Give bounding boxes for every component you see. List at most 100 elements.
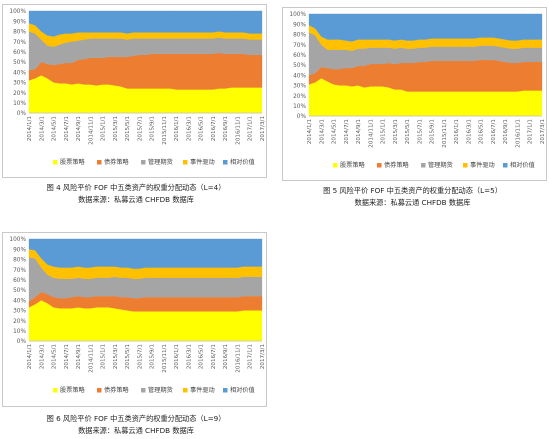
legend-label-5: 相对价值 — [230, 386, 255, 394]
chart-source-l9: 数据来源：私募云通 CHFDB 数据库 — [78, 426, 194, 435]
y-tick-label: 10% — [13, 101, 26, 107]
x-tick-label: 2014/7/1 — [64, 116, 70, 142]
y-tick-label: 90% — [13, 19, 26, 25]
x-tick-label: 2014/11/1 — [368, 119, 374, 148]
y-tick-label: 10% — [13, 329, 26, 335]
legend-label-4: 事件驱动 — [190, 158, 215, 166]
y-tick-label: 60% — [13, 50, 26, 56]
figure-l4: 0% 10% 20% 30% 40% 50% 60% 70% 80% 90% 100% 2014/1/… — [0, 0, 272, 214]
x-tick-label: 2015/7/1 — [417, 119, 423, 145]
x-tick-label: 2015/11/1 — [162, 116, 168, 145]
y-tick-label: 40% — [13, 70, 26, 76]
y-tick-label: 20% — [13, 91, 26, 97]
legend-label-1: 股票策略 — [60, 158, 86, 166]
y-tick-label: 40% — [293, 73, 306, 79]
y-tick-label: 70% — [13, 268, 26, 274]
x-tick-label: 2016/3/1 — [186, 116, 192, 142]
x-tick-label: 2015/1/1 — [381, 119, 387, 145]
x-tick-label: 2014/7/1 — [64, 344, 70, 370]
y-tick-label: 90% — [13, 247, 26, 253]
x-tick-label: 2015/9/1 — [150, 116, 156, 142]
x-tick-label: 2016/3/1 — [186, 344, 192, 370]
chart-source-l5: 数据来源：私募云通 CHFDB 数据库 — [354, 198, 471, 207]
x-tick-label: 2014/1/1 — [307, 119, 313, 145]
chart-frame-l9: 0% 10% 20% 30% 40% 50% 60% 70% 80% 90% 100% 2014/1/… — [2, 232, 267, 407]
x-tick-label: 2014/7/1 — [344, 119, 350, 145]
legend-swatch-5 — [223, 388, 228, 393]
y-tick-label: 80% — [13, 258, 26, 264]
x-tick-label: 2016/1/1 — [174, 116, 180, 142]
legend-swatch-2 — [377, 163, 382, 168]
x-tick-label: 2015/5/1 — [405, 119, 411, 145]
area-series-5 — [308, 13, 543, 42]
x-tick-label: 2016/7/1 — [211, 116, 217, 142]
x-tick-label: 2014/1/1 — [27, 116, 33, 142]
figure-l9: 0% 10% 20% 30% 40% 50% 60% 70% 80% 90% 100% 2014/1/… — [0, 226, 272, 439]
x-tick-label: 2015/11/1 — [162, 344, 168, 373]
x-tick-label: 2015/5/1 — [125, 116, 131, 142]
x-tick-label: 2016/11/1 — [235, 344, 241, 373]
y-tick-label: 30% — [13, 309, 26, 315]
y-tick-label: 10% — [293, 104, 306, 110]
legend-label-1: 股票策略 — [60, 386, 86, 394]
y-tick-label: 60% — [293, 53, 306, 59]
x-tick-label: 2016/9/1 — [503, 119, 509, 145]
y-tick-label: 70% — [293, 43, 306, 49]
y-tick-label: 70% — [13, 40, 26, 46]
x-tick-label: 2015/5/1 — [125, 344, 131, 370]
y-tick-label: 50% — [293, 63, 306, 69]
x-tick-label: 2014/5/1 — [52, 344, 58, 370]
x-tick-label: 2016/7/1 — [491, 119, 497, 145]
legend-label-1: 股票策略 — [340, 161, 366, 169]
x-tick-label: 2014/5/1 — [52, 116, 58, 142]
x-tick-label: 2016/1/1 — [174, 344, 180, 370]
legend-label-4: 事件驱动 — [190, 386, 215, 394]
y-tick-label: 100% — [9, 9, 26, 15]
legend-swatch-1 — [53, 160, 58, 165]
y-tick-label: 0% — [17, 111, 27, 117]
y-tick-label: 30% — [13, 81, 26, 87]
x-tick-label: 2016/11/1 — [235, 116, 241, 145]
area-series-5 — [28, 10, 263, 37]
legend-label-2: 债券策略 — [104, 158, 130, 166]
legend-label-3: 管理期货 — [428, 161, 453, 169]
y-tick-label: 20% — [293, 94, 306, 100]
x-tick-label: 2014/5/1 — [332, 119, 338, 145]
x-tick-label: 2015/11/1 — [442, 119, 448, 148]
x-tick-label: 2016/9/1 — [223, 344, 229, 370]
x-tick-label: 2016/5/1 — [199, 116, 205, 142]
x-tick-label: 2015/3/1 — [113, 344, 119, 370]
area-series-5 — [28, 238, 263, 269]
y-tick-label: 40% — [13, 298, 26, 304]
x-tick-label: 2015/1/1 — [101, 344, 107, 370]
y-tick-label: 100% — [9, 237, 26, 243]
x-tick-label: 2016/5/1 — [479, 119, 485, 145]
x-tick-label: 2016/5/1 — [199, 344, 205, 370]
legend-swatch-4 — [183, 160, 188, 165]
area-chart-l9: 0% 10% 20% 30% 40% 50% 60% 70% 80% 90% 100% 2014/1/… — [9, 237, 266, 394]
x-tick-label: 2017/1/1 — [248, 344, 254, 370]
legend-swatch-4 — [463, 163, 468, 168]
x-tick-label: 2015/7/1 — [137, 116, 143, 142]
x-tick-label: 2014/1/1 — [27, 344, 33, 370]
x-tick-label: 2014/3/1 — [319, 119, 325, 145]
legend-label-2: 债券策略 — [104, 386, 130, 394]
x-tick-label: 2017/3/1 — [260, 344, 266, 370]
x-tick-label: 2014/3/1 — [39, 116, 45, 142]
y-tick-label: 60% — [13, 278, 26, 284]
y-tick-label: 30% — [293, 84, 306, 90]
y-tick-label: 0% — [297, 114, 307, 120]
y-tick-label: 100% — [289, 12, 306, 18]
x-tick-label: 2017/1/1 — [248, 116, 254, 142]
legend-label-2: 债券策略 — [384, 161, 410, 169]
legend-label-4: 事件驱动 — [470, 161, 495, 169]
x-tick-label: 2017/1/1 — [528, 119, 534, 145]
figure-l5: 0% 10% 20% 30% 40% 50% 60% 70% 80% 90% 100% 2014/1/… — [276, 0, 549, 214]
legend-label-5: 相对价值 — [510, 161, 535, 169]
legend-label-3: 管理期货 — [148, 158, 173, 166]
chart-caption-l4: 图 4 风险平价 FOF 中五类资产的权重分配动态（L=4） — [46, 183, 226, 192]
x-tick-label: 2014/11/1 — [88, 116, 94, 145]
legend-label-5: 相对价值 — [230, 158, 255, 166]
y-tick-label: 80% — [293, 33, 306, 39]
legend-swatch-5 — [223, 160, 228, 165]
